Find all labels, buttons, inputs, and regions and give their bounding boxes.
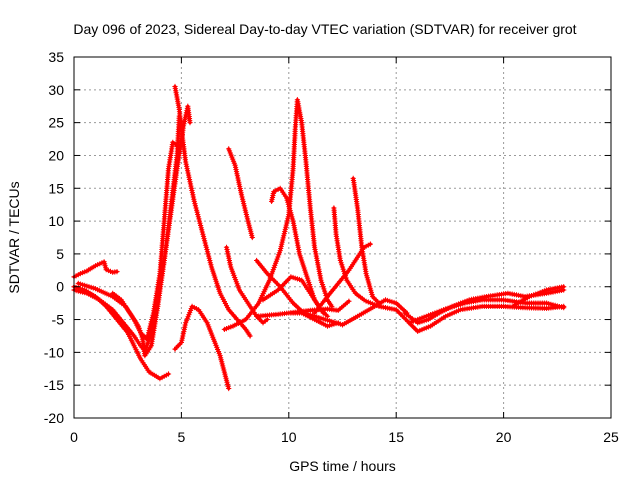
series-track-15: [288, 310, 341, 329]
series-track-20: [363, 298, 567, 334]
series-track-22: [406, 297, 567, 326]
y-tick-label: 15: [48, 180, 64, 196]
series-track-18: [350, 175, 382, 306]
series-markers: [406, 297, 567, 326]
y-tick-label: 25: [48, 115, 64, 131]
y-tick-label: 30: [48, 82, 64, 98]
grid: [74, 57, 611, 418]
y-tick-label: 5: [56, 246, 64, 262]
series-markers: [221, 97, 335, 332]
y-tick-label: -10: [44, 344, 64, 360]
series-track-9: [226, 146, 255, 241]
series-markers: [339, 297, 410, 328]
y-axis-label: SDTVAR / TECUs: [6, 181, 22, 293]
x-tick-label: 10: [281, 429, 297, 445]
series-markers: [288, 310, 341, 329]
x-tick-label: 25: [603, 429, 619, 445]
series-markers: [110, 113, 182, 359]
data-series: [71, 83, 567, 392]
axis-ticks: 0 5 10 15 20 25 -20 -15 -10 -5 0 5 10 15 20 25 30 35: [44, 49, 619, 445]
series-track-5: [110, 113, 182, 359]
series-markers: [172, 303, 232, 392]
plot-frame: [73, 56, 612, 419]
y-tick-label: -20: [44, 410, 64, 426]
x-tick-label: 5: [178, 429, 186, 445]
series-track-23: [511, 284, 567, 308]
series-line: [173, 304, 231, 391]
series-markers: [172, 83, 253, 339]
x-tick-label: 0: [70, 429, 78, 445]
series-markers: [71, 259, 120, 280]
series-markers: [363, 298, 567, 334]
y-tick-label: 35: [48, 49, 64, 65]
series-markers: [350, 175, 382, 306]
x-tick-label: 15: [388, 429, 404, 445]
series-track-19: [339, 297, 410, 328]
x-tick-label: 20: [496, 429, 512, 445]
series-markers: [511, 284, 567, 308]
series-markers: [226, 146, 255, 241]
y-tick-label: 0: [56, 279, 64, 295]
y-tick-label: -15: [44, 377, 64, 393]
y-tick-label: 20: [48, 147, 64, 163]
series-track-1: [71, 259, 120, 280]
y-tick-label: -5: [52, 312, 65, 328]
y-tick-label: 10: [48, 213, 64, 229]
x-axis-label: GPS time / hours: [289, 458, 396, 474]
chart-title: Day 096 of 2023, Sidereal Day-to-day VTE…: [73, 21, 576, 37]
series-line: [222, 98, 334, 331]
series-track-13: [254, 298, 352, 319]
series-track-10: [221, 97, 335, 332]
series-track-7: [172, 303, 232, 392]
